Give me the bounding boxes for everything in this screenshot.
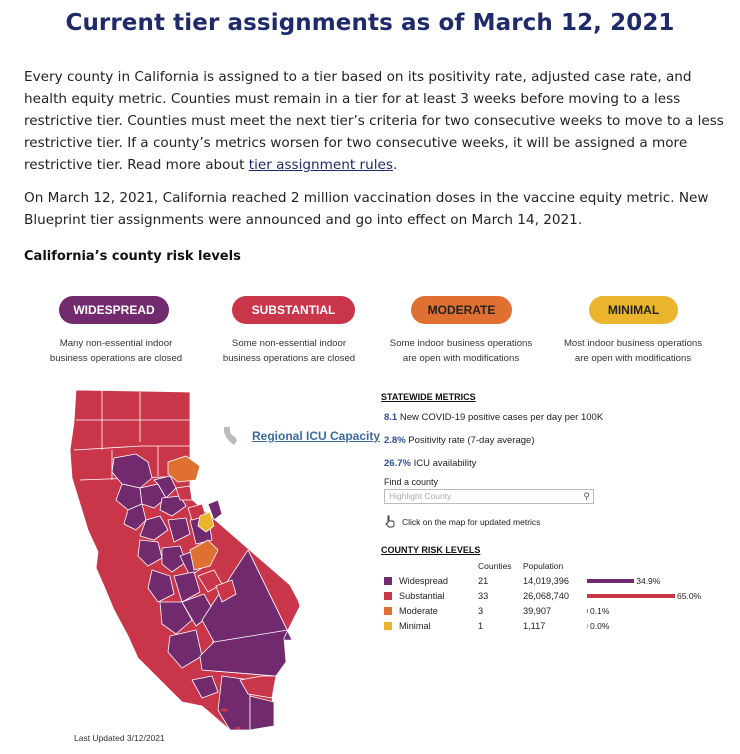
tier-label: MINIMAL	[607, 303, 660, 317]
share-bar	[587, 593, 675, 598]
moderate-swatch	[384, 607, 392, 616]
tier-label: MODERATE	[427, 303, 496, 317]
metric-icu: 26.7% ICU availability	[384, 458, 477, 469]
table-row: Substantial 33 26,068,740 65.0%	[384, 588, 701, 603]
county-risk-table: Counties Population Widespread 21 14,019…	[384, 558, 701, 633]
share-bar	[587, 608, 588, 613]
last-updated: Last Updated 3/12/2021	[74, 733, 165, 743]
table-row: Widespread 21 14,019,396 34.9%	[384, 573, 701, 588]
tier-moderate-badge: MODERATE	[411, 296, 512, 324]
intro-end: .	[392, 157, 398, 173]
icu-link-text[interactable]: Regional ICU Capacity	[252, 429, 381, 443]
table-row: Moderate 3 39,907 0.1%	[384, 603, 701, 618]
intro-text: Every county in California is assigned t…	[24, 69, 724, 173]
col-population: Population	[523, 560, 564, 571]
statewide-heading: STATEWIDE METRICS	[381, 392, 476, 402]
click-hint: Click on the map for updated metrics	[384, 515, 540, 528]
table-header-row: Counties Population	[384, 558, 701, 573]
tier-rules-link[interactable]: tier assignment rules	[248, 157, 393, 173]
search-icon[interactable]: ⚲	[583, 491, 590, 501]
tier-moderate-desc: Some indoor business operations are open …	[389, 338, 533, 364]
section-heading: California’s county risk levels	[24, 249, 241, 264]
page-title: Current tier assignments as of March 12,…	[65, 10, 675, 36]
icu-capacity-link[interactable]: Regional ICU Capacity	[222, 426, 380, 446]
search-placeholder: Highlight County	[389, 491, 452, 501]
metric-cases: 8.1 New COVID-19 positive cases per day …	[384, 412, 604, 423]
share-bar	[587, 578, 635, 583]
table-row: Minimal 1 1,117 0.0%	[384, 618, 701, 633]
vaccine-paragraph: On March 12, 2021, California reached 2 …	[24, 190, 709, 228]
tier-substantial-desc: Some non-essential indoor business operat…	[222, 338, 356, 364]
share-bar	[587, 623, 588, 628]
widespread-swatch	[384, 577, 392, 586]
california-county-map[interactable]	[62, 380, 367, 730]
col-counties: Counties	[478, 560, 512, 571]
moderate-counties	[167, 455, 219, 571]
county-search-input[interactable]: Highlight County ⚲	[384, 489, 594, 504]
pointer-hand-icon	[385, 515, 395, 528]
tier-minimal-desc: Most indoor business operations are open …	[563, 338, 703, 364]
intro-paragraph: Every county in California is assigned t…	[24, 66, 724, 176]
metric-positivity: 2.8% Positivity rate (7-day average)	[384, 435, 535, 446]
tier-label: SUBSTANTIAL	[251, 303, 336, 317]
tier-substantial-badge: SUBSTANTIAL	[232, 296, 355, 324]
minimal-county	[197, 511, 215, 533]
metrics-panel: STATEWIDE METRICS 8.1 New COVID-19 posit…	[381, 392, 716, 631]
county-risk-heading: COUNTY RISK LEVELS	[381, 545, 481, 555]
substantial-swatch	[384, 592, 392, 601]
widespread-counties	[111, 453, 293, 730]
california-mini-icon	[224, 427, 237, 445]
tier-minimal-badge: MINIMAL	[589, 296, 678, 324]
tier-widespread-desc: Many non-essential indoor business operat…	[49, 338, 183, 364]
find-county-label: Find a county	[384, 477, 439, 487]
tier-widespread-badge: WIDESPREAD	[59, 296, 169, 324]
tier-label: WIDESPREAD	[73, 303, 155, 317]
minimal-swatch	[384, 622, 392, 631]
